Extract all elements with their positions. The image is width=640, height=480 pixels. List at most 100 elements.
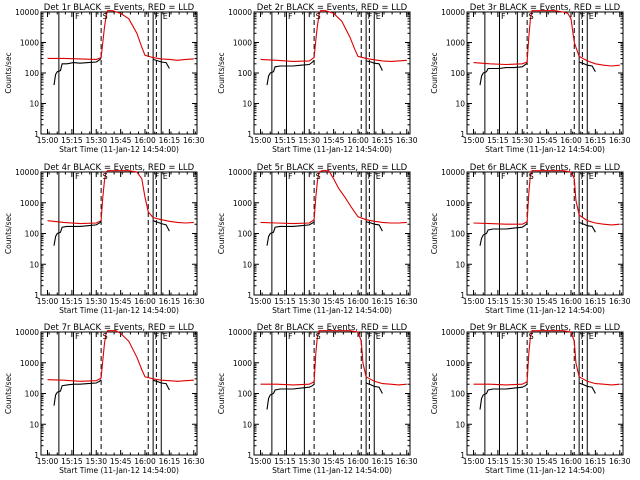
- x-tick-label: 16:15: [372, 457, 394, 466]
- y-tick-label: 10: [455, 260, 465, 269]
- panel-det-4: Det 4r BLACK = Events, RED = LLD Counts/s…: [4, 163, 205, 315]
- panel-det-9: Det 9r BLACK = Events, RED = LLD Counts/s…: [430, 323, 631, 475]
- plot-frame: [466, 171, 624, 296]
- y-tick-label: 10000: [15, 328, 39, 337]
- y-tick-label: 10000: [15, 8, 39, 17]
- x-tick-label: 15:45: [323, 457, 345, 466]
- x-tick-label: 16:00: [347, 136, 369, 145]
- panel-det-2: Det 2r BLACK = Events, RED = LLD Counts/s…: [217, 3, 418, 154]
- y-tick-label: 1000: [446, 39, 465, 48]
- x-tick-label: 16:00: [347, 297, 369, 306]
- panel-det-6: Det 6r BLACK = Events, RED = LLD Counts/s…: [430, 163, 631, 315]
- x-tick-label: 15:45: [110, 136, 132, 145]
- x-tick-label: 16:30: [183, 297, 205, 306]
- x-tick-label: 16:30: [183, 136, 205, 145]
- x-tick-label: 16:00: [560, 457, 582, 466]
- y-tick-label: 10: [29, 420, 39, 429]
- y-tick-label: 10000: [228, 8, 252, 17]
- interval-marker-f: F: [288, 12, 293, 21]
- x-tick-label: 16:15: [159, 457, 181, 466]
- interval-marker-s: S: [529, 172, 534, 181]
- panel-title: Det 6r BLACK = Events, RED = LLD: [470, 163, 621, 173]
- x-tick-label: 15:30: [511, 457, 533, 466]
- y-tick-label: 10000: [15, 168, 39, 177]
- x-tick-label: 15:30: [511, 297, 533, 306]
- x-axis-label: Start Time (11-Jan-12 14:54:00): [272, 145, 392, 154]
- interval-marker-f: F: [501, 12, 506, 21]
- y-axis-label: Counts/sec: [430, 373, 439, 414]
- y-tick-label: 100: [238, 230, 253, 239]
- interval-marker-e: E: [163, 172, 168, 181]
- y-tick-label: 1: [460, 451, 465, 460]
- x-tick-label: 15:45: [536, 297, 558, 306]
- interval-marker-e: E: [376, 172, 381, 181]
- x-tick-label: 16:00: [134, 297, 156, 306]
- interval-marker-e: E: [589, 172, 594, 181]
- panel-det-7: Det 7r BLACK = Events, RED = LLD Counts/s…: [4, 323, 205, 475]
- events-series-line: [53, 57, 170, 86]
- x-tick-label: 15:00: [463, 457, 485, 466]
- y-axis-label: Counts/sec: [217, 52, 226, 93]
- x-tick-label: 15:45: [323, 136, 345, 145]
- interval-marker-f: F: [581, 332, 586, 341]
- y-tick-label: 100: [25, 230, 40, 239]
- x-tick-label: 15:00: [463, 297, 485, 306]
- panel-det-1: Det 1r BLACK = Events, RED = LLD Counts/s…: [4, 3, 205, 154]
- panel-det-3: Det 3r BLACK = Events, RED = LLD Counts/s…: [430, 3, 631, 154]
- interval-marker-f: F: [75, 12, 80, 21]
- interval-marker-f: F: [155, 332, 160, 341]
- interval-marker-f: F: [581, 172, 586, 181]
- x-tick-label: 16:00: [347, 457, 369, 466]
- interval-marker-s: S: [316, 332, 321, 341]
- interval-marker-f: F: [581, 12, 586, 21]
- x-tick-label: 15:30: [298, 457, 320, 466]
- x-tick-label: 15:45: [323, 297, 345, 306]
- x-tick-label: 15:15: [487, 136, 509, 145]
- x-tick-label: 15:15: [61, 136, 83, 145]
- y-tick-label: 1000: [20, 39, 39, 48]
- x-tick-label: 16:00: [560, 136, 582, 145]
- x-tick-label: 16:15: [585, 297, 607, 306]
- y-tick-label: 100: [451, 69, 466, 78]
- events-series-line: [479, 61, 596, 86]
- x-axis-label: Start Time (11-Jan-12 14:54:00): [485, 306, 605, 315]
- interval-marker-f: F: [368, 12, 373, 21]
- x-tick-label: 15:00: [250, 297, 272, 306]
- x-axis-label: Start Time (11-Jan-12 14:54:00): [272, 306, 392, 315]
- panel-title: Det 8r BLACK = Events, RED = LLD: [257, 323, 408, 333]
- events-series-line: [479, 221, 596, 246]
- events-series-line: [266, 59, 383, 86]
- x-tick-label: 16:30: [609, 457, 631, 466]
- interval-marker-f: F: [288, 332, 293, 341]
- panel-title: Det 3r BLACK = Events, RED = LLD: [470, 3, 621, 13]
- y-tick-label: 1: [34, 130, 39, 139]
- interval-marker-s: S: [529, 332, 534, 341]
- events-series-line: [479, 382, 596, 410]
- x-tick-label: 16:15: [585, 136, 607, 145]
- interval-marker-e: E: [163, 12, 168, 21]
- y-tick-label: 10000: [228, 168, 252, 177]
- x-axis-label: Start Time (11-Jan-12 14:54:00): [485, 145, 605, 154]
- interval-marker-e: E: [589, 332, 594, 341]
- x-tick-label: 15:15: [274, 136, 296, 145]
- panel-title: Det 1r BLACK = Events, RED = LLD: [44, 3, 195, 13]
- y-tick-label: 10: [242, 100, 252, 109]
- interval-marker-f: F: [75, 332, 80, 341]
- lld-series-line: [260, 330, 407, 386]
- interval-marker-f: F: [368, 172, 373, 181]
- interval-marker-f: F: [501, 332, 506, 341]
- y-axis-label: Counts/sec: [4, 52, 13, 93]
- x-axis-label: Start Time (11-Jan-12 14:54:00): [59, 145, 179, 154]
- events-series-line: [53, 220, 170, 246]
- lld-series-line: [473, 170, 620, 226]
- x-tick-label: 16:15: [159, 297, 181, 306]
- x-tick-label: 16:15: [585, 457, 607, 466]
- x-axis-label: Start Time (11-Jan-12 14:54:00): [59, 466, 179, 475]
- plot-frame: [40, 171, 198, 296]
- x-tick-label: 15:00: [37, 136, 59, 145]
- x-tick-label: 15:00: [37, 457, 59, 466]
- y-tick-label: 100: [25, 390, 40, 399]
- x-tick-label: 15:45: [536, 457, 558, 466]
- y-tick-label: 1: [247, 130, 252, 139]
- y-tick-label: 10: [29, 100, 39, 109]
